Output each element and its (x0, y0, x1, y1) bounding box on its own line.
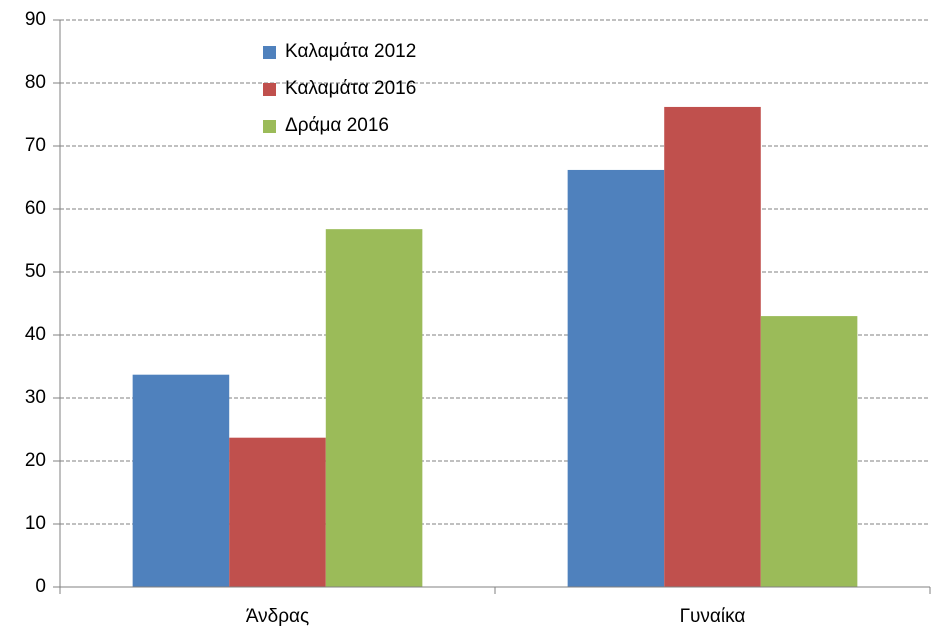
bar (567, 169, 665, 587)
bar (132, 374, 230, 587)
bar (229, 437, 326, 587)
y-tick-label: 90 (25, 9, 46, 30)
y-tick-label: 0 (35, 576, 46, 597)
legend-swatch (263, 83, 276, 96)
legend-swatch (263, 120, 276, 133)
bar (664, 106, 761, 587)
legend-label: Καλαμάτα 2012 (285, 41, 416, 62)
y-tick-label: 20 (25, 450, 46, 471)
y-tick-label: 80 (25, 72, 46, 93)
y-tick-label: 50 (25, 261, 46, 282)
legend-label: Καλαμάτα 2016 (285, 78, 416, 99)
x-tick-label: Άνδρας (246, 606, 309, 627)
y-tick-label: 70 (25, 135, 46, 156)
bar (760, 316, 858, 587)
bar (325, 229, 423, 587)
legend-label: Δράμα 2016 (285, 115, 389, 136)
legend-swatch (263, 46, 276, 59)
y-tick-label: 10 (25, 513, 46, 534)
y-tick-label: 30 (25, 387, 46, 408)
x-tick-label: Γυναίκα (680, 606, 746, 627)
y-tick-label: 40 (25, 324, 46, 345)
y-tick-label: 60 (25, 198, 46, 219)
